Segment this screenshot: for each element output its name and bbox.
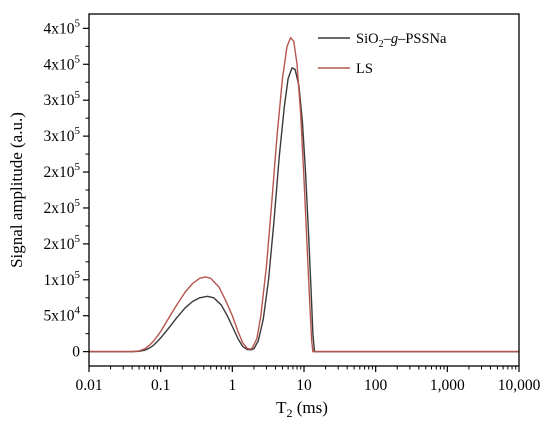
x-tick-label: 100 [364, 377, 388, 394]
legend: SiO2–g–PSSNa LS [318, 31, 447, 77]
y-axis-title: Signal amplitude (a.u.) [7, 112, 26, 268]
series-layer [89, 37, 519, 353]
y-tick-label: 3x105 [44, 125, 81, 145]
x-tick-label: 0.01 [75, 377, 102, 394]
y-tick-label: 2x105 [44, 161, 81, 181]
y-tick-label: 5x104 [44, 305, 81, 325]
x-tick-label: 0.1 [151, 377, 170, 394]
y-tick-label: 2x105 [44, 233, 81, 253]
y-tick-label: 4x105 [44, 17, 81, 37]
y-tick-label: 2x105 [44, 197, 81, 217]
tick-labels: 0.01 0.1 1 10 100 1,000 10,000 0 5x104 1x105 2x105… [44, 17, 541, 394]
y-tick-label: 0 [72, 344, 80, 361]
x-tick-label: 10 [296, 377, 312, 394]
series-line-2 [89, 37, 519, 353]
x-axis-title-sub: 2 [286, 406, 292, 420]
ticks [83, 27, 520, 372]
y-tick-label: 3x105 [44, 89, 81, 109]
y-tick-label: 4x105 [44, 53, 81, 73]
series-line-1 [89, 67, 519, 353]
legend-label: LS [356, 61, 373, 77]
x-tick-label: 10,000 [498, 377, 541, 394]
x-axis-title: T2 (ms) [276, 398, 328, 420]
x-tick-label: 1 [228, 377, 236, 394]
x-axis-title-main: T [276, 398, 287, 417]
legend-label: SiO2–g–PSSNa [356, 31, 447, 50]
y-tick-label: 1x105 [44, 269, 81, 289]
x-axis-title-unit: (ms) [292, 398, 327, 417]
x-tick-label: 1,000 [430, 377, 465, 394]
